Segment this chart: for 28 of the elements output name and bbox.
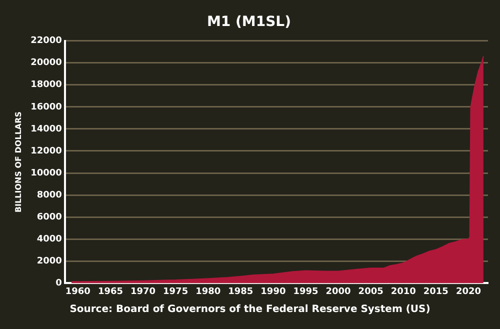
x-tick-label: 1995 <box>293 286 318 297</box>
y-tick-label: 0 <box>56 278 62 289</box>
chart-title: M1 (M1SL) <box>206 14 292 30</box>
x-tick-label: 2005 <box>358 286 384 297</box>
y-tick-label: 4000 <box>36 234 62 244</box>
y-tick-label: 2000 <box>36 256 62 267</box>
x-tick-label: 2015 <box>423 286 448 297</box>
y-tick-label: 18000 <box>30 80 62 90</box>
y-tick-label: 22000 <box>30 36 62 46</box>
source-note: Source: Board of Governors of the Federal Reserve System (US) <box>68 304 432 315</box>
x-tick-label: 1980 <box>196 286 221 297</box>
y-tick-label: 10000 <box>30 168 62 178</box>
x-tick-label: 1965 <box>98 286 124 297</box>
x-tick-label: 2010 <box>390 286 416 297</box>
x-tick-label: 1970 <box>130 286 156 297</box>
y-tick-label: 14000 <box>30 124 62 134</box>
y-axis-title: BILLIONS OF DOLLARS <box>14 111 23 213</box>
x-tick-label: 1960 <box>65 286 90 297</box>
x-tick-label: 1975 <box>163 286 188 297</box>
x-tick-label: 2000 <box>326 286 351 297</box>
y-tick-label: 12000 <box>30 146 62 156</box>
x-tick-label: 2020 <box>456 286 482 297</box>
y-tick-label: 20000 <box>30 58 62 68</box>
x-tick-label: 1985 <box>228 286 254 297</box>
x-tick-label: 1990 <box>260 286 286 297</box>
y-tick-label: 6000 <box>36 212 62 222</box>
y-tick-label: 8000 <box>36 190 62 200</box>
y-tick-label: 16000 <box>30 102 62 112</box>
